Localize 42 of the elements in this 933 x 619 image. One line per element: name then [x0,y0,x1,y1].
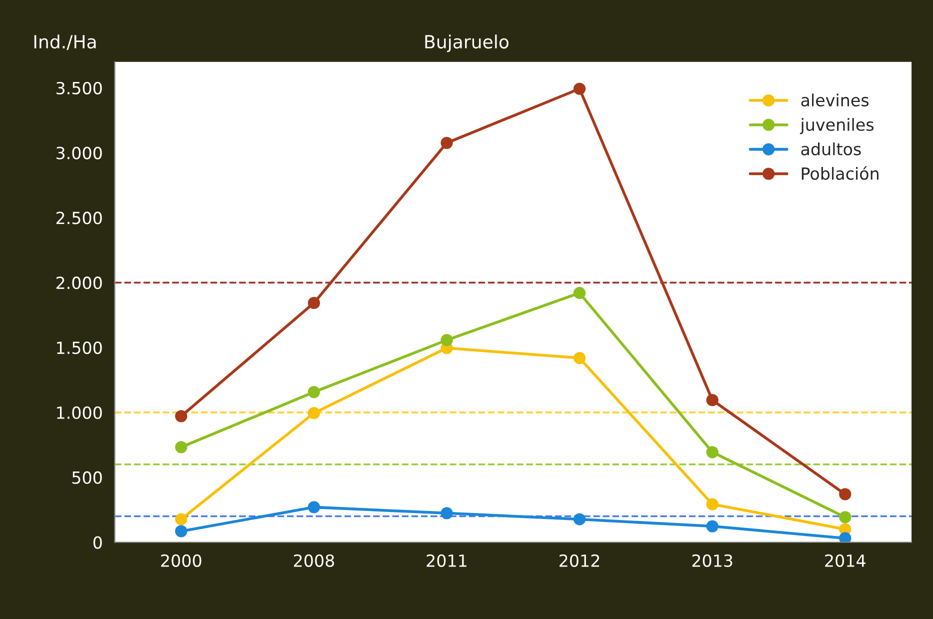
legend-label: juveniles [800,118,874,134]
y-tick-label: 1.000 [57,406,102,419]
point [175,513,188,526]
point [175,525,188,538]
point [706,498,718,510]
y-axis-title: Ind./Ha [34,34,96,50]
legend-label: alevines [801,94,869,106]
x-tick-label: 2014 [825,554,866,567]
point [308,501,320,514]
y-tick-label: 500 [72,471,102,484]
x-tick-label: 2008 [294,554,334,567]
point [573,513,586,526]
x-tick-label: 2011 [426,554,466,567]
point [308,386,320,398]
point [573,352,586,364]
x-tick-label: 2013 [692,554,732,567]
point [175,410,188,422]
y-tick-label: 2.500 [56,212,102,224]
point [573,286,586,300]
x-tick-label: 2012 [560,554,600,567]
y-tick-label: 3.000 [56,146,102,160]
point [440,136,453,149]
point [573,82,586,95]
y-tick-label: 3.500 [56,82,102,94]
y-tick-label: 0 [93,536,102,549]
point [308,296,320,310]
point [839,511,852,524]
legend-label: Población [802,166,878,180]
point [440,334,453,346]
chart-title: Bujaruelo [425,34,508,52]
point [839,488,852,500]
point [175,441,188,454]
y-tick-label: 1.500 [57,341,102,354]
y-tick-label: 2.000 [56,276,102,290]
point [308,406,320,420]
point [440,507,453,520]
point [706,394,718,406]
x-tick-label: 2000 [161,554,202,567]
point [706,520,718,532]
point [839,532,852,542]
legend-label: adultos [801,142,861,156]
point [706,446,718,458]
